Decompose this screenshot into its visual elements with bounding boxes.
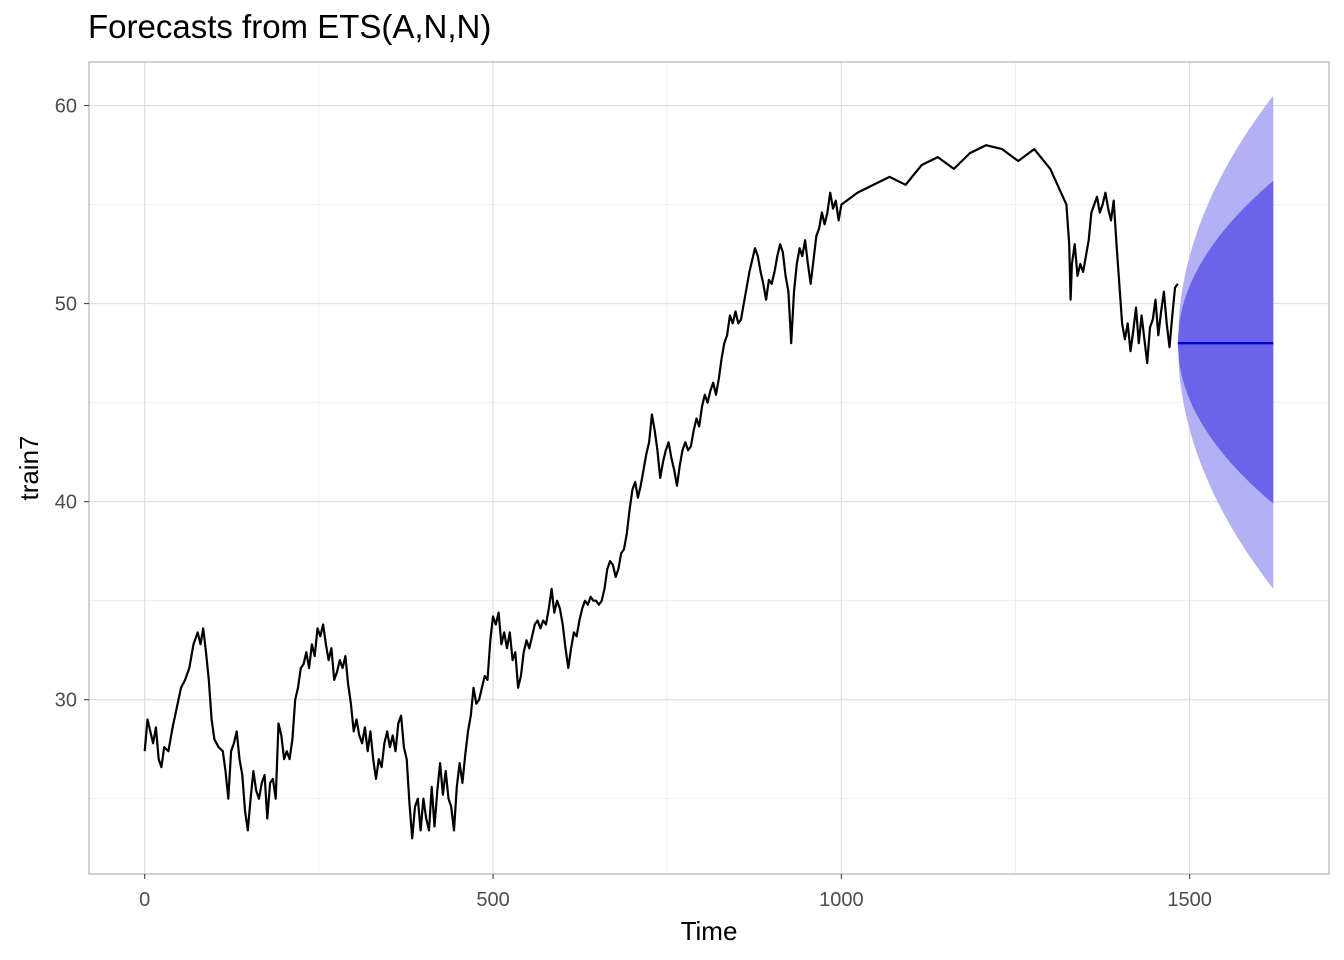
chart-title: Forecasts from ETS(A,N,N) [88, 8, 492, 45]
y-axis-title: train7 [14, 435, 44, 500]
y-tick-label: 30 [55, 690, 77, 712]
x-tick-label: 500 [476, 889, 509, 911]
panel-border [88, 61, 1330, 875]
grid-layer [89, 62, 1329, 874]
series-layer [143, 144, 1274, 840]
y-tick-label: 40 [55, 492, 77, 514]
x-tick-label: 1500 [1167, 889, 1212, 911]
y-tick-label: 60 [55, 96, 77, 118]
x-axis-title: Time [681, 916, 738, 946]
x-tick-label: 0 [139, 889, 150, 911]
y-tick-label: 50 [55, 294, 77, 316]
observed-series-line [143, 144, 1179, 840]
x-tick-label: 1000 [819, 889, 864, 911]
tick-layer: 0 500 1000 1500 30 40 50 60 [55, 96, 1212, 911]
